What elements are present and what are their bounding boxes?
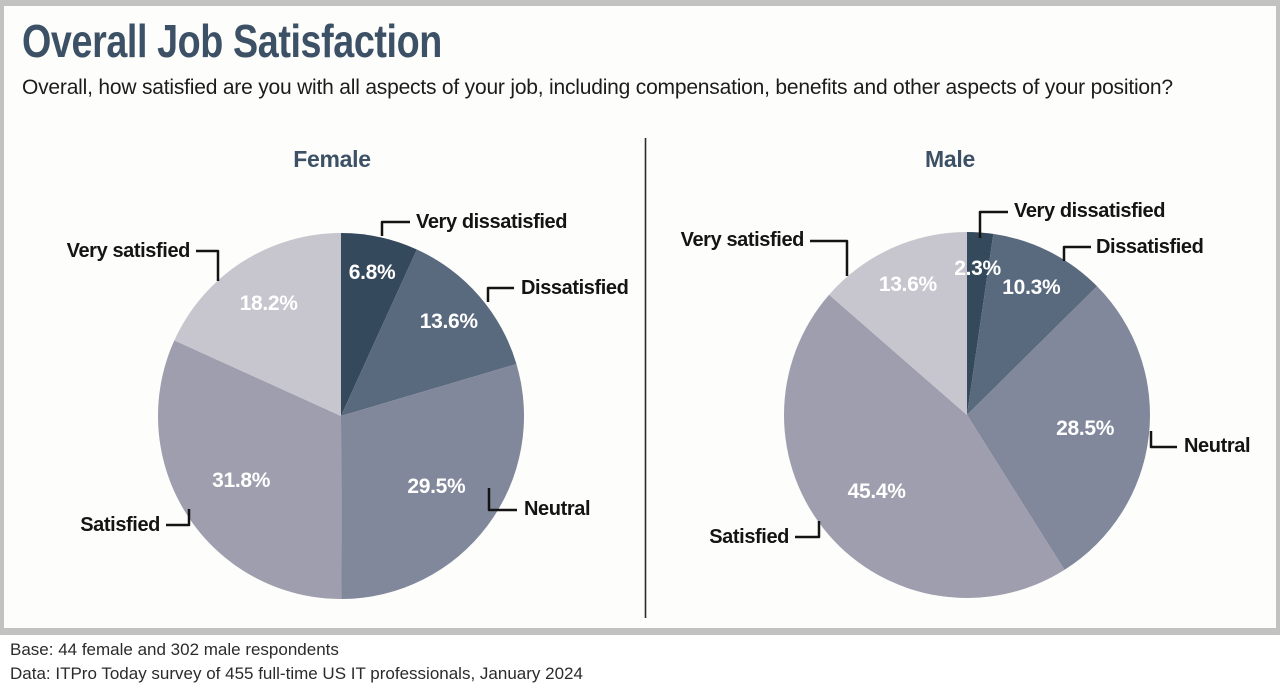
percent-label: 29.5%	[407, 475, 466, 499]
panel-border-top	[0, 0, 1280, 6]
callout-line-male-dissatisfied	[1062, 245, 1091, 261]
pie-slice-dissatisfied	[967, 233, 1098, 415]
percent-label: 6.8%	[348, 260, 396, 284]
female-chart-title: Female	[293, 146, 371, 172]
male-pie	[784, 232, 1150, 598]
callout-line-male-very-dissatisfied	[978, 210, 1008, 238]
panel-border-left	[0, 0, 4, 634]
pie-slice-very-satisfied	[829, 232, 967, 415]
male-chart-title: Male	[925, 146, 975, 172]
panel-border-bottom	[0, 628, 1280, 635]
female-pie	[157, 233, 524, 599]
page-title: Overall Job Satisfaction	[22, 15, 442, 67]
percent-label: 31.8%	[212, 468, 271, 492]
callout-label-female-very-satisfied: Very satisfied	[66, 240, 191, 262]
callout-label-male-very-dissatisfied: Very dissatisfied	[1014, 200, 1166, 222]
pie-slice-very-dissatisfied	[967, 232, 994, 415]
pie-slice-dissatisfied	[341, 249, 517, 416]
callout-line-male-neutral	[1149, 431, 1177, 449]
panel-border-right	[1276, 0, 1280, 634]
source-note: Data: ITPro Today survey of 455 full-tim…	[10, 664, 583, 684]
callout-line-female-satisfied	[166, 509, 191, 527]
pie-slice-satisfied	[157, 340, 342, 599]
percent-label: 13.6%	[878, 273, 937, 297]
callout-label-female-very-dissatisfied: Very dissatisfied	[416, 211, 568, 233]
pie-slice-very-satisfied	[174, 233, 341, 416]
percent-label: 10.3%	[1002, 275, 1061, 299]
callout-label-female-satisfied: Satisfied	[80, 514, 160, 536]
callout-line-male-satisfied	[795, 521, 821, 539]
pie-slice-satisfied	[784, 294, 1065, 598]
callout-label-male-satisfied: Satisfied	[709, 526, 789, 548]
callout-line-female-neutral	[487, 488, 517, 512]
pie-slice-very-dissatisfied	[341, 233, 417, 416]
pie-charts-canvas	[157, 138, 1177, 618]
percent-label: 13.6%	[419, 310, 478, 334]
footer-notes: Base: 44 female and 302 male respondents…	[10, 639, 583, 688]
callout-label-female-dissatisfied: Dissatisfied	[521, 277, 629, 299]
callout-label-female-neutral: Neutral	[524, 498, 591, 520]
callout-label-male-very-satisfied: Very satisfied	[680, 229, 805, 251]
percent-label: 2.3%	[954, 256, 1001, 280]
callout-label-male-neutral: Neutral	[1184, 435, 1251, 457]
callout-line-male-very-satisfied	[810, 239, 849, 276]
callout-lines	[166, 210, 1177, 539]
chart-panel: Overall Job Satisfaction Overall, how sa…	[0, 0, 1280, 635]
percent-label: 45.4%	[847, 480, 906, 504]
callout-label-male-dissatisfied: Dissatisfied	[1096, 236, 1204, 258]
callout-line-female-very-dissatisfied	[380, 220, 410, 236]
chart-subtitle: Overall, how satisfied are you with all …	[22, 76, 1173, 99]
pie-slice-neutral	[967, 286, 1150, 570]
callout-line-female-dissatisfied	[486, 286, 514, 302]
base-note: Base: 44 female and 302 male respondents	[10, 640, 339, 659]
callout-line-female-very-satisfied	[196, 249, 220, 281]
percent-label: 28.5%	[1056, 416, 1115, 440]
pie-slice-neutral	[341, 364, 524, 599]
percent-label: 18.2%	[239, 291, 298, 315]
